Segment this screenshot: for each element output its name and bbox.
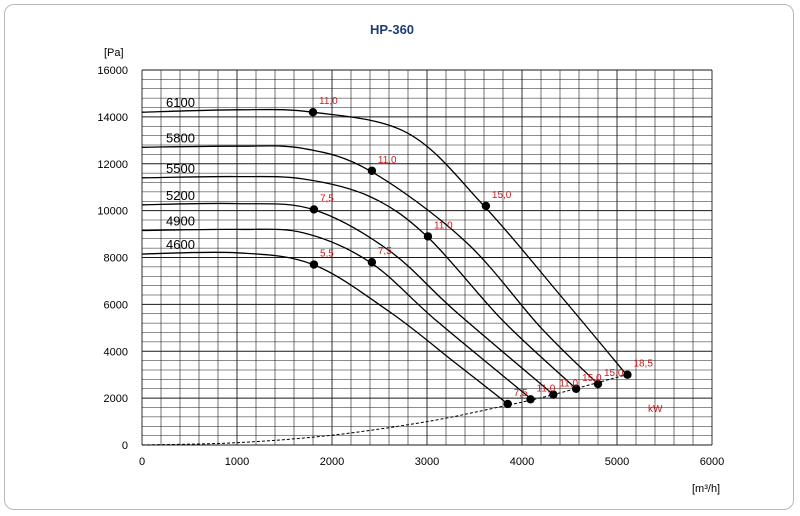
y-tick-label: 2000 — [104, 393, 128, 405]
fan-curve-5500 — [141, 175, 577, 390]
operating-point-marker — [308, 107, 318, 117]
y-tick-label: 0 — [122, 440, 128, 452]
chart-title: HP-360 — [370, 22, 414, 37]
power-label: 7,5 — [514, 388, 528, 399]
x-tick-label: 2000 — [320, 456, 344, 468]
power-label: 11,0 — [319, 96, 338, 107]
x-tick-label: 6000 — [700, 456, 724, 468]
power-label: 11,0 — [559, 379, 578, 390]
operating-point-marker — [481, 201, 491, 211]
y-tick-label: 4000 — [104, 346, 128, 358]
operating-point-marker — [423, 232, 433, 241]
y-tick-label: 6000 — [104, 299, 128, 311]
power-label: 7,5 — [320, 193, 334, 204]
grid — [141, 69, 713, 446]
operating-point-marker — [503, 399, 512, 409]
rpm-label-4600: 4600 — [166, 237, 195, 252]
fan-curve-6100 — [141, 108, 627, 376]
power-label: 15,0 — [604, 368, 624, 379]
power-label: 15,0 — [492, 190, 512, 201]
y-tick-labels: 0 2000 4000 6000 8000 10000 12000 14000 16000 — [97, 65, 128, 452]
y-tick-label: 12000 — [97, 159, 128, 171]
fan-curve-5200 — [141, 202, 554, 396]
power-label: 15,0 — [582, 373, 602, 384]
x-tick-label: 1000 — [225, 456, 249, 468]
y-tick-label: 8000 — [104, 253, 128, 265]
operating-point-marker — [367, 166, 377, 175]
y-tick-label: 10000 — [97, 206, 128, 218]
operating-point-marker — [309, 260, 319, 269]
operating-point-marker — [309, 205, 319, 214]
operating-point-marker — [549, 390, 558, 399]
rpm-label-5800: 5800 — [166, 130, 195, 145]
x-tick-label: 0 — [139, 456, 145, 468]
y-tick-label: 14000 — [97, 112, 128, 124]
y-axis-unit: [Pa] — [104, 47, 124, 59]
rpm-labels: 6100 5800 5500 5200 4900 4600 — [166, 95, 195, 252]
x-tick-labels: 0 1000 2000 3000 4000 5000 6000 — [139, 456, 724, 468]
rpm-label-6100: 6100 — [166, 95, 195, 110]
x-tick-label: 5000 — [605, 456, 629, 468]
fan-curve-4600 — [141, 251, 509, 405]
operating-point-marker — [367, 257, 377, 267]
operating-points: 11,0 15,0 18,5 11,0 15,0 11,0 15,0 7,5 11,0 7,5 11… — [308, 96, 653, 409]
rpm-label-4900: 4900 — [166, 214, 195, 229]
operating-point-marker — [623, 370, 632, 379]
x-tick-label: 3000 — [415, 456, 439, 468]
operating-point-marker — [526, 395, 535, 404]
rpm-label-5500: 5500 — [166, 161, 195, 176]
operating-point-marker — [571, 384, 581, 393]
fan-curve-4900 — [141, 228, 532, 400]
rpm-label-5200: 5200 — [166, 188, 195, 203]
x-tick-label: 4000 — [510, 456, 534, 468]
power-label: 11,0 — [378, 155, 397, 166]
power-unit-label: kW — [648, 404, 663, 415]
power-label: 11,0 — [537, 383, 556, 394]
operating-point-marker — [593, 379, 603, 389]
y-tick-label: 16000 — [97, 65, 128, 77]
power-label: 7,5 — [378, 246, 392, 257]
x-axis-unit: [m³/h] — [692, 483, 720, 495]
power-label: 18,5 — [633, 359, 653, 370]
power-label: 11,0 — [434, 220, 453, 231]
power-label: 5,5 — [320, 249, 334, 260]
